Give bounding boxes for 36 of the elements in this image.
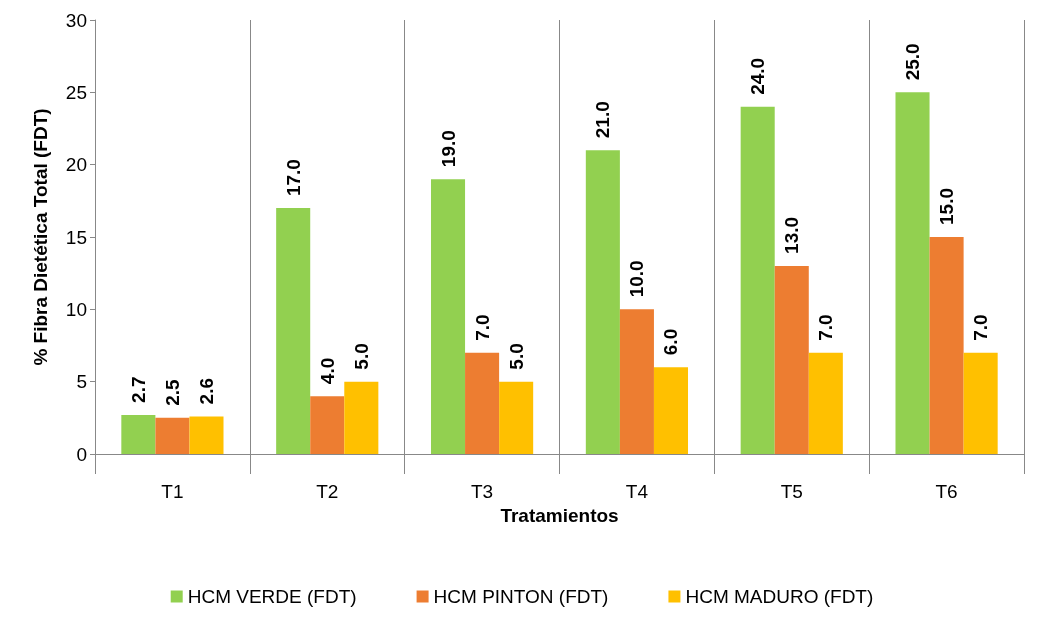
data-label: 2.5 [161,378,183,406]
data-label: 19.0 [437,130,459,168]
data-label: 10.0 [626,260,648,298]
y-axis-title: % Fibra Dietética Total (FDT) [30,108,51,366]
y-tick-label: 30 [65,9,87,31]
x-tick-label: T6 [935,481,958,502]
data-label: 4.0 [316,357,338,385]
data-label: 2.7 [127,376,149,403]
y-tick-label: 5 [76,371,87,393]
data-label: 25.0 [902,43,924,81]
data-label: 24.0 [747,57,769,95]
y-tick-label: 10 [65,298,87,320]
x-tick-label: T4 [625,481,649,502]
legend-label: HCM VERDE (FDT) [187,586,357,607]
x-axis-title: Tratamientos [500,504,619,526]
data-label: 7.0 [970,314,992,341]
data-label: 2.6 [195,377,217,405]
data-label: 7.0 [471,314,493,341]
data-label: 17.0 [282,159,304,197]
data-label: 15.0 [936,188,958,225]
legend-label: HCM PINTON (FDT) [433,586,609,607]
x-tick-label: T3 [470,481,494,502]
y-tick-label: 20 [65,154,87,176]
y-tick-label: 25 [65,81,87,103]
y-tick-label: 15 [65,226,87,248]
data-label: 5.0 [350,343,372,370]
x-tick-label: T1 [161,481,184,502]
x-tick-label: T5 [780,481,803,502]
y-tick-label: 0 [76,443,87,465]
x-tick-label: T2 [316,481,339,502]
data-label: 5.0 [505,343,527,370]
data-label: 13.0 [781,216,803,254]
data-label: 6.0 [660,328,682,356]
legend-label: HCM MADURO (FDT) [685,586,874,607]
data-label: 21.0 [592,101,614,139]
data-label: 7.0 [815,314,837,341]
